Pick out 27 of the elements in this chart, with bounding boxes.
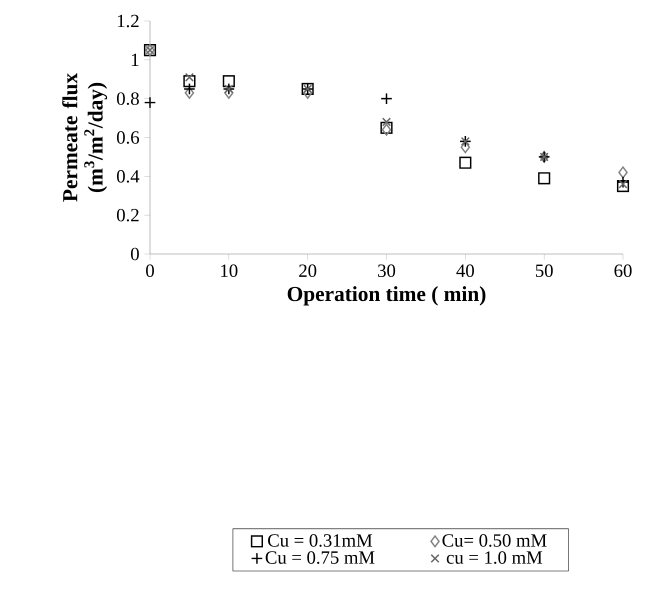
x-tick-label: 30 xyxy=(378,264,396,278)
legend-label: Cu = 0.31mM xyxy=(268,534,372,547)
x-tick-label: 50 xyxy=(536,264,553,278)
point xyxy=(382,117,392,126)
point xyxy=(616,180,630,192)
y-tick-label: 0.4 xyxy=(116,170,140,183)
legend-label: Cu = 0.75 mM xyxy=(266,551,374,564)
y-tick-label: 1.2 xyxy=(118,14,139,28)
point xyxy=(618,180,628,189)
point xyxy=(459,156,472,169)
x-tick-label: 0 xyxy=(146,264,154,278)
point xyxy=(184,72,194,82)
point xyxy=(618,166,628,179)
y-tick-label: 0.6 xyxy=(116,131,140,144)
x-tick-label: 40 xyxy=(456,264,474,278)
y-tick-label: 0 xyxy=(130,248,139,260)
x-tick-label: 10 xyxy=(221,264,238,278)
point xyxy=(538,172,550,184)
y-tick-label: 0.8 xyxy=(116,92,139,106)
legend-label: cu = 1.0 mM xyxy=(446,551,542,564)
x-tick-label: 20 xyxy=(299,264,316,278)
legend-label: Cu= 0.50 mM xyxy=(442,534,547,547)
x-axis-title: Operation time ( min) xyxy=(288,286,486,306)
y-tick-label: 0.2 xyxy=(116,208,139,222)
x-tick-label: 60 xyxy=(614,264,632,278)
point xyxy=(184,86,194,99)
y-tick-label: 1 xyxy=(132,54,138,66)
